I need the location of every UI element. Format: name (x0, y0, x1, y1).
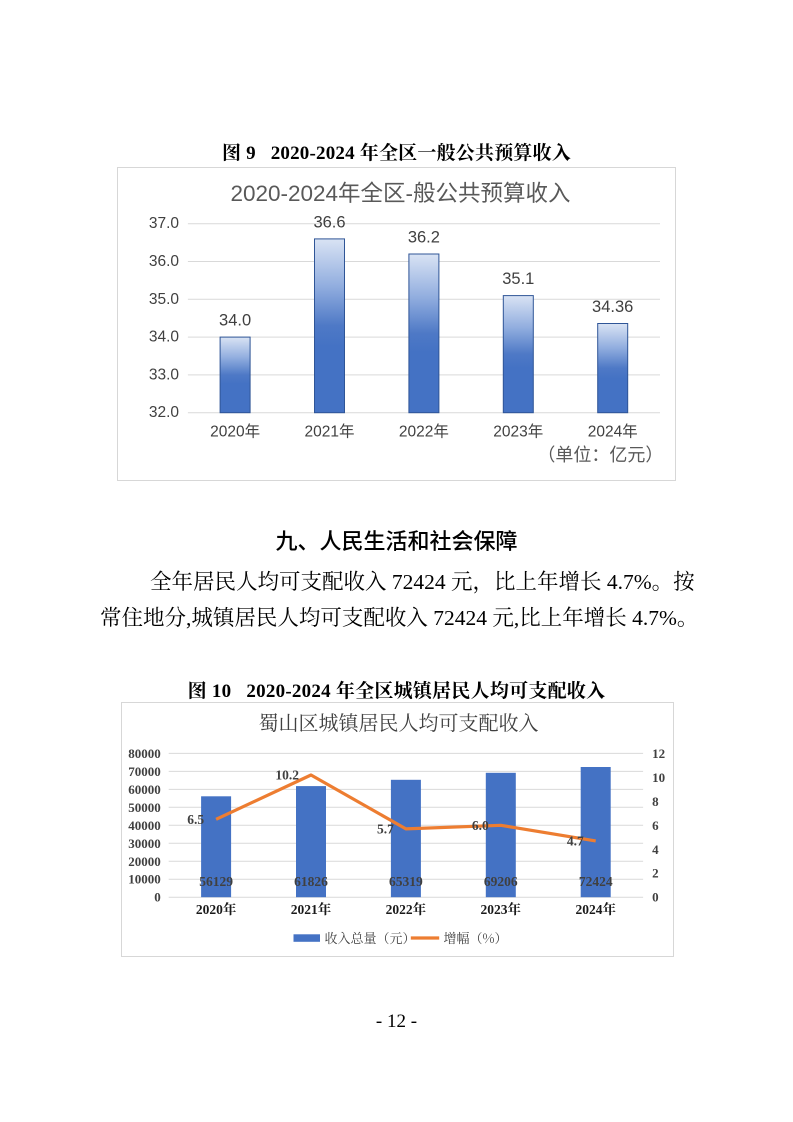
svg-text:36.2: 36.2 (408, 229, 440, 247)
svg-text:20000: 20000 (128, 854, 161, 869)
svg-text:收入总量（元）: 收入总量（元） (325, 928, 416, 947)
svg-text:6.5: 6.5 (187, 812, 204, 827)
svg-text:5.7: 5.7 (377, 821, 394, 836)
svg-text:6.0: 6.0 (472, 818, 489, 833)
svg-text:34.0: 34.0 (219, 312, 251, 330)
svg-text:增幅（%）: 增幅（%） (444, 928, 508, 947)
svg-text:80000: 80000 (128, 746, 161, 761)
svg-text:72424: 72424 (579, 874, 613, 889)
svg-text:2020年: 2020年 (210, 423, 260, 441)
svg-text:61826: 61826 (294, 874, 328, 889)
svg-text:2021年: 2021年 (305, 423, 355, 441)
svg-text:4: 4 (652, 842, 659, 857)
svg-text:36.6: 36.6 (313, 213, 345, 231)
svg-text:60000: 60000 (128, 782, 161, 797)
svg-text:2024年: 2024年 (575, 901, 616, 917)
svg-text:36.0: 36.0 (149, 253, 180, 270)
svg-text:2024年: 2024年 (588, 423, 638, 441)
svg-text:10: 10 (652, 770, 665, 785)
svg-text:37.0: 37.0 (149, 215, 180, 232)
svg-text:34.36: 34.36 (592, 298, 633, 316)
svg-text:10000: 10000 (128, 872, 161, 887)
svg-text:2023年: 2023年 (493, 423, 543, 441)
svg-text:2022年: 2022年 (399, 423, 449, 441)
svg-text:34.0: 34.0 (149, 329, 180, 346)
svg-text:69206: 69206 (484, 874, 518, 889)
svg-text:（单位：亿元）: （单位：亿元） (537, 441, 663, 467)
svg-text:35.0: 35.0 (149, 291, 180, 308)
svg-text:4.7: 4.7 (567, 833, 584, 848)
svg-text:30000: 30000 (128, 836, 161, 851)
svg-text:2021年: 2021年 (291, 901, 332, 917)
svg-text:0: 0 (154, 890, 161, 905)
svg-text:50000: 50000 (128, 800, 161, 815)
svg-text:2: 2 (652, 866, 659, 881)
svg-text:2020-2024年全区-般公共预算收入: 2020-2024年全区-般公共预算收入 (230, 181, 570, 206)
svg-text:35.1: 35.1 (502, 270, 534, 288)
svg-text:12: 12 (652, 746, 665, 761)
svg-text:40000: 40000 (128, 818, 161, 833)
svg-text:56129: 56129 (199, 874, 233, 889)
svg-text:8: 8 (652, 794, 659, 809)
svg-text:2020年: 2020年 (196, 901, 237, 917)
svg-text:6: 6 (652, 818, 659, 833)
svg-text:70000: 70000 (128, 764, 161, 779)
svg-text:0: 0 (652, 890, 659, 905)
svg-text:2022年: 2022年 (386, 901, 427, 917)
svg-text:10.2: 10.2 (275, 768, 299, 783)
svg-text:32.0: 32.0 (149, 404, 180, 421)
svg-text:蜀山区城镇居民人均可支配收入: 蜀山区城镇居民人均可支配收入 (259, 712, 539, 735)
svg-text:2023年: 2023年 (481, 901, 522, 917)
svg-text:65319: 65319 (389, 874, 423, 889)
svg-text:33.0: 33.0 (149, 366, 180, 383)
